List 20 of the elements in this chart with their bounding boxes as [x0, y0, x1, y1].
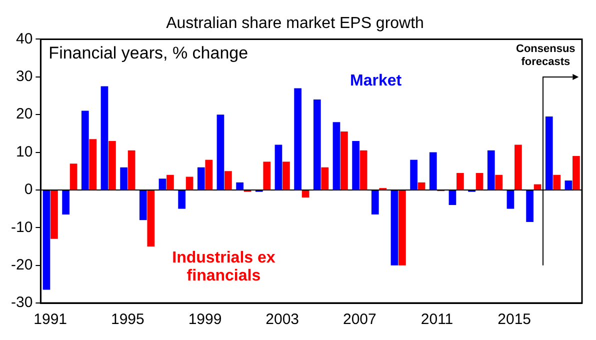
- y-tick-label: -10: [10, 218, 33, 236]
- x-tick-label: 1991: [34, 311, 68, 328]
- y-tick-label: 40: [16, 30, 33, 48]
- x-tick-label: 2007: [342, 311, 376, 328]
- x-tick-label: 2015: [498, 311, 532, 328]
- x-tick-label: 2011: [420, 311, 454, 328]
- y-tick-label: 20: [16, 106, 33, 123]
- x-tick-label: 1999: [188, 311, 222, 328]
- x-tick-label: 1995: [110, 311, 144, 328]
- y-tick-label: 0: [24, 181, 33, 198]
- chart-subtitle: Financial years, % change: [48, 43, 248, 62]
- y-tick-label: 30: [16, 68, 33, 86]
- series-label: Market: [350, 72, 402, 90]
- chart-title: Australian share market EPS growth: [166, 15, 424, 32]
- y-tick-label: -20: [10, 256, 33, 274]
- annotation: Consensus forecasts: [515, 43, 576, 70]
- series-label: Industrials ex financials: [172, 250, 276, 285]
- y-tick-label: 10: [16, 143, 33, 160]
- x-tick-label: 2003: [266, 311, 300, 328]
- y-tick-label: -30: [10, 294, 33, 312]
